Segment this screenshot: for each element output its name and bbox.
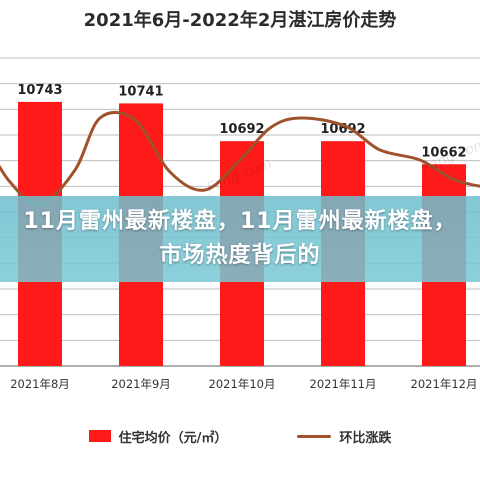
chart-title: 2021年6月-2022年2月湛江房价走势: [83, 10, 397, 31]
overlay-banner: 11月雷州最新楼盘，11月雷州最新楼盘，市场热度背后的: [0, 196, 480, 282]
bar-value-label: 10741: [118, 84, 163, 99]
x-tick-label: 2021年9月: [111, 377, 171, 391]
x-tick-label: 2021年10月: [209, 377, 276, 391]
legend-label-change: 环比涨跌: [339, 430, 392, 446]
legend-swatch-bar: [88, 430, 111, 442]
bar-value-label: 10692: [219, 122, 264, 137]
series-line-change: [0, 111, 480, 207]
banner-text: 11月雷州最新楼盘，11月雷州最新楼盘，市场热度背后的: [23, 209, 457, 268]
legend-item-change: 环比涨跌: [297, 427, 391, 446]
bar-value-label: 10692: [320, 122, 365, 137]
chart-legend: 住宅均价（元/㎡） 环比涨跌: [0, 424, 480, 448]
legend-item-price: 住宅均价（元/㎡）: [88, 427, 228, 446]
bar-value-label: 10662: [421, 145, 466, 160]
legend-label-price: 住宅均价（元/㎡）: [118, 430, 228, 446]
x-tick-label: 2021年8月: [10, 377, 70, 391]
bar-value-label: 10743: [17, 83, 62, 98]
legend-swatch-line: [297, 434, 332, 438]
x-tick-label: 2021年12月: [411, 377, 478, 391]
x-tick-label: 2021年11月: [310, 377, 377, 391]
